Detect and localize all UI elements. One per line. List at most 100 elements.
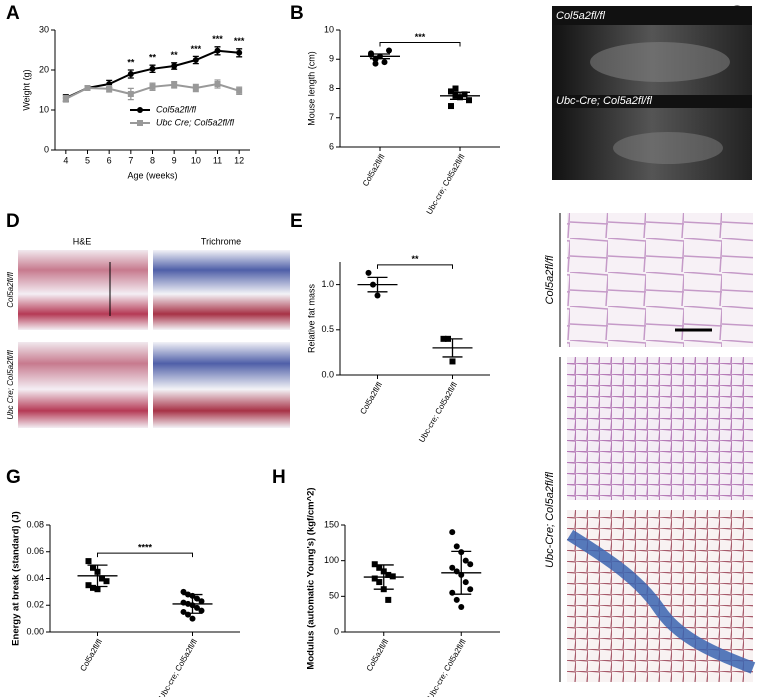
x-tick-label: 5 — [85, 155, 90, 165]
marker — [194, 604, 200, 611]
marker — [171, 81, 178, 88]
marker — [137, 107, 143, 113]
y-axis-label: Modulus (automatic Young's) (kgf/cm^2) — [306, 487, 317, 669]
mouse-shadow — [590, 42, 730, 82]
y-tick-label: 0.5 — [321, 324, 334, 334]
marker — [149, 83, 156, 90]
marker — [371, 561, 378, 568]
marker — [452, 85, 459, 92]
x-tick-label: Ubc-cre; Col5a2fl/fl — [157, 637, 199, 697]
significance: *** — [191, 44, 202, 54]
x-tick-label: 9 — [172, 155, 177, 165]
panel-letter: G — [6, 467, 21, 488]
label-bg — [552, 95, 752, 108]
error-bar — [450, 91, 470, 100]
marker — [374, 292, 381, 299]
y-tick-label: 10 — [324, 24, 334, 34]
y-tick-label: 1.0 — [321, 279, 334, 289]
panel-letter: D — [6, 211, 20, 232]
marker — [127, 71, 134, 77]
marker — [214, 47, 221, 54]
image-label: Col5a2fl/fl — [556, 10, 605, 22]
x-tick-label: Ubc-cre; Col5a2fl/fl — [425, 152, 467, 216]
x-tick-label: 4 — [63, 155, 68, 165]
y-tick-label: 0.08 — [26, 519, 44, 529]
marker — [90, 584, 96, 591]
y-axis-label: Energy at break (standard) (J) — [11, 511, 22, 646]
y-tick-label: 0.02 — [26, 600, 44, 610]
x-tick-label: Col5a2fl/fl — [365, 637, 391, 673]
y-tick-label: 50 — [329, 591, 339, 601]
legend-label: Ubc Cre; Col5a2fl/fl — [156, 117, 235, 127]
significance: ** — [171, 50, 179, 60]
histology-image — [18, 250, 148, 330]
marker — [462, 557, 469, 564]
significance: ** — [127, 57, 135, 67]
y-tick-label: 0.0 — [321, 369, 334, 379]
marker — [171, 63, 178, 69]
panel-letter: B — [290, 3, 304, 24]
histology-image — [153, 342, 290, 428]
row-label: Ubc Cre; Col5a2fl/fl — [6, 350, 15, 420]
row-label: Col5a2fl/fl — [544, 255, 556, 304]
x-tick-label: 6 — [107, 155, 112, 165]
marker — [386, 47, 392, 54]
marker — [448, 88, 454, 95]
adipose-image — [567, 357, 753, 500]
marker — [149, 65, 156, 72]
marker — [458, 604, 465, 611]
marker — [461, 91, 468, 98]
x-tick-label: 7 — [128, 155, 133, 165]
panel-letter: A — [6, 3, 20, 24]
significance-bracket — [97, 552, 193, 558]
marker — [194, 595, 200, 602]
histology-image — [18, 342, 148, 428]
x-tick-label: Col5a2fl/fl — [78, 637, 104, 673]
marker — [376, 579, 383, 586]
y-tick-label: 8 — [329, 83, 334, 93]
column-label: H&E — [73, 236, 92, 246]
marker — [449, 529, 456, 536]
marker — [376, 564, 383, 571]
marker — [365, 269, 372, 276]
image-label: Ubc-Cre; Col5a2fl/fl — [556, 95, 653, 107]
adipose-image — [567, 213, 753, 347]
marker — [94, 586, 101, 593]
marker — [84, 85, 91, 91]
marker — [90, 564, 96, 571]
y-tick-label: 30 — [39, 24, 49, 34]
marker — [453, 596, 460, 603]
marker — [466, 97, 472, 104]
marker — [85, 558, 92, 565]
y-tick-label: 6 — [329, 141, 334, 151]
marker — [127, 91, 134, 97]
mouse-shadow — [613, 132, 723, 164]
error-bar — [182, 593, 203, 614]
y-tick-label: 7 — [329, 112, 334, 122]
marker — [180, 588, 187, 595]
marker — [236, 49, 243, 56]
y-axis-label: Relative fat mass — [306, 283, 316, 353]
marker — [372, 60, 379, 67]
marker — [389, 573, 396, 580]
x-tick-label: Ubc-cre; Col5a2fl/fl — [426, 637, 468, 697]
marker — [185, 611, 191, 618]
x-tick-label: 12 — [234, 155, 244, 165]
error-bar — [370, 53, 390, 60]
error-bar — [367, 276, 388, 293]
marker — [385, 596, 392, 603]
error-bar — [87, 564, 108, 588]
x-tick-label: Col5a2fl/fl — [358, 380, 384, 416]
marker — [453, 543, 460, 550]
error-bar — [373, 564, 394, 590]
significance: ** — [149, 53, 157, 63]
x-tick-label: 11 — [213, 155, 222, 165]
row-label: Col5a2fl/fl — [6, 272, 15, 308]
x-tick-label: Col5a2fl/fl — [361, 152, 387, 188]
y-tick-label: 0 — [334, 626, 339, 636]
y-tick-label: 20 — [39, 64, 49, 74]
significance-bracket — [379, 41, 461, 47]
significance-bracket — [377, 264, 453, 269]
marker — [381, 59, 388, 66]
